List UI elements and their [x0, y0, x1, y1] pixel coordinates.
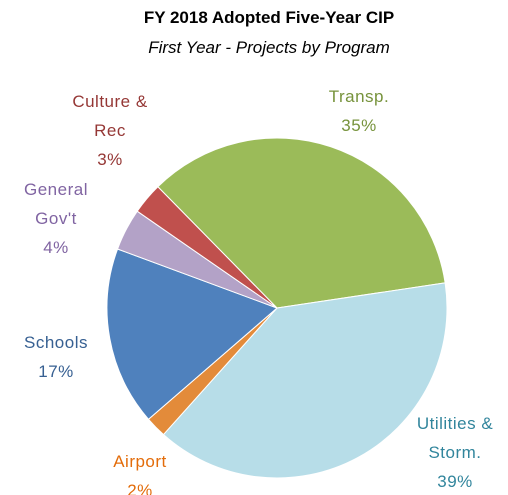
category-label: Transp. — [328, 87, 390, 106]
slice-label: Transp. 35% — [299, 82, 419, 140]
pie-slice — [136, 186, 278, 309]
category-label: Culture & Rec — [72, 92, 148, 140]
category-label: Utilities & Storm. — [416, 414, 494, 462]
slice-label: Airport 2% — [90, 447, 190, 495]
chart-subtitle: First Year - Projects by Program — [148, 38, 390, 57]
value-label: 4% — [43, 238, 69, 257]
pie-slice — [106, 248, 278, 421]
value-label: 3% — [97, 150, 123, 169]
category-label: Airport — [113, 452, 167, 471]
value-label: 39% — [437, 472, 473, 491]
chart-title: FY 2018 Adopted Five-Year CIP — [143, 8, 395, 27]
slice-label: Schools 17% — [6, 328, 106, 386]
value-label: 2% — [127, 481, 153, 495]
value-label: 17% — [38, 362, 74, 381]
pie-slice — [162, 282, 448, 479]
slice-label: Utilities & Storm. 39% — [400, 409, 508, 495]
value-label: 35% — [341, 116, 377, 135]
category-label: Schools — [24, 333, 88, 352]
category-label: General Gov't — [24, 180, 88, 228]
slice-label: General Gov't 4% — [11, 175, 101, 262]
pie-slice — [157, 137, 446, 309]
slice-label: Culture & Rec 3% — [60, 87, 160, 174]
